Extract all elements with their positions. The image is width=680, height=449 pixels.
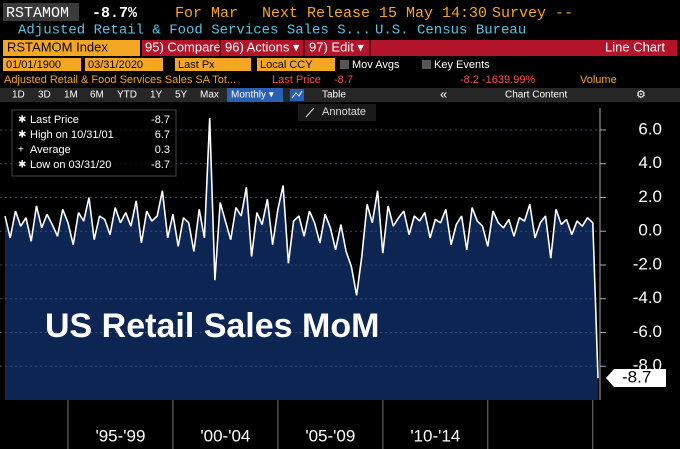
x-tick-label: '10-'14: [410, 426, 460, 445]
legend-value: -8.7: [151, 159, 170, 171]
last-value-label: -8.7: [622, 368, 651, 387]
legend-box: [11, 109, 177, 177]
security[interactable]: RSTAMOM Index: [7, 39, 108, 54]
y-tick-label: 6.0: [638, 119, 662, 138]
range-button[interactable]: 3D: [38, 90, 51, 101]
series-name: Adjusted Retail & Food Services Sales SA…: [4, 74, 236, 86]
y-tick-label: 2.0: [638, 187, 662, 206]
input[interactable]: [257, 58, 335, 71]
plot: 6.04.02.00.0-2.0-4.0-6.0-8.0-8.7: [0, 108, 666, 400]
last-price: -8.7: [334, 74, 353, 86]
price-change: -8.2 -1639.99%: [460, 74, 535, 86]
change: -8.7%: [92, 5, 138, 22]
volume: Volume: [580, 74, 617, 86]
legend-label: High on 10/31/01: [30, 129, 114, 141]
survey: Survey --: [492, 5, 573, 22]
option[interactable]: Key Events: [434, 59, 490, 71]
area: [5, 118, 598, 400]
description: Adjusted Retail & Food Services Sales S.…: [18, 23, 371, 39]
legend-label: Low on 03/31/20: [30, 159, 111, 171]
checkbox[interactable]: [422, 60, 431, 69]
legend-value: -8.7: [151, 114, 170, 126]
range-button[interactable]: Max: [200, 90, 219, 101]
range-buttons: 1D 3D 1M 6M YTD 1Y 5Y Max: [12, 90, 219, 101]
checkbox[interactable]: [340, 60, 349, 69]
annotate-button[interactable]: [298, 104, 376, 121]
chart-content[interactable]: Chart Content: [505, 90, 567, 101]
y-tick-label: -4.0: [633, 288, 662, 307]
y-tick-label: 4.0: [638, 153, 662, 172]
range-button[interactable]: YTD: [117, 90, 137, 101]
range-button[interactable]: 1M: [64, 90, 78, 101]
currency[interactable]: Local CCY: [260, 59, 313, 71]
security-box[interactable]: [3, 40, 140, 56]
table-button[interactable]: Table: [322, 90, 346, 101]
input[interactable]: [175, 58, 251, 71]
legend-label: Average: [30, 144, 71, 156]
legend: ✱ Last Price -8.7 ✱ High on 10/31/01 6.7 + Aver…: [18, 114, 170, 171]
range-button[interactable]: 1D: [12, 90, 25, 101]
legend-marker: ✱: [18, 130, 26, 141]
legend-value: 6.7: [155, 129, 170, 141]
chart-icon[interactable]: [290, 89, 304, 101]
ticker-box: [3, 3, 79, 21]
chart-annotation: US Retail Sales MoM: [45, 307, 379, 345]
line: [4, 118, 599, 379]
collapse[interactable]: «: [440, 86, 447, 101]
legend-marker: +: [18, 145, 24, 156]
toolbar-button[interactable]: 95) Compare: [145, 39, 221, 54]
field[interactable]: Last Px: [178, 59, 215, 71]
range-button[interactable]: 5Y: [175, 90, 188, 101]
legend-marker: ✱: [18, 160, 26, 171]
input[interactable]: [85, 58, 163, 71]
input[interactable]: [3, 58, 81, 71]
y-tick-label: -2.0: [633, 254, 662, 273]
annotate[interactable]: Annotate: [322, 106, 366, 118]
frequency-box[interactable]: [227, 88, 283, 102]
x-axis-strip: [0, 400, 680, 449]
x-tick-label: '95-'99: [95, 426, 145, 445]
legend-marker: ✱: [18, 115, 26, 126]
range-button[interactable]: 1Y: [150, 90, 163, 101]
toolbar-button[interactable]: 96) Actions ▾: [225, 39, 300, 54]
annotate-icon: [305, 107, 315, 118]
legend-label: Last Price: [30, 114, 79, 126]
x-tick-label: '00-'04: [200, 426, 250, 445]
last-price-label: Last Price: [272, 74, 321, 86]
ticker: RSTAMOM: [6, 5, 69, 22]
next-release: Next Release 15 May 14:30: [262, 5, 487, 22]
start-date[interactable]: 01/01/1900: [6, 59, 61, 71]
view[interactable]: Line Chart: [605, 39, 665, 54]
y-tick-label: -6.0: [633, 322, 662, 341]
option[interactable]: Mov Avgs: [352, 59, 400, 71]
chart-icon-glyph: [291, 90, 303, 99]
frequency[interactable]: Monthly ▾: [231, 90, 274, 101]
range-button[interactable]: 6M: [90, 90, 104, 101]
x-tick-label: '05-'09: [305, 426, 355, 445]
source: U.S. Census Bureau: [375, 23, 526, 39]
period: For Mar: [175, 5, 238, 22]
end-date[interactable]: 03/31/2020: [88, 59, 143, 71]
toolbar-button[interactable]: 97) Edit ▾: [309, 39, 364, 54]
y-tick-label: 0.0: [638, 221, 662, 240]
last-value-tag: [606, 369, 666, 388]
settings-icon[interactable]: ⚙: [636, 89, 646, 101]
range-bar: [0, 88, 680, 102]
toolbar-bar: [142, 40, 677, 56]
legend-value: 0.3: [155, 144, 170, 156]
